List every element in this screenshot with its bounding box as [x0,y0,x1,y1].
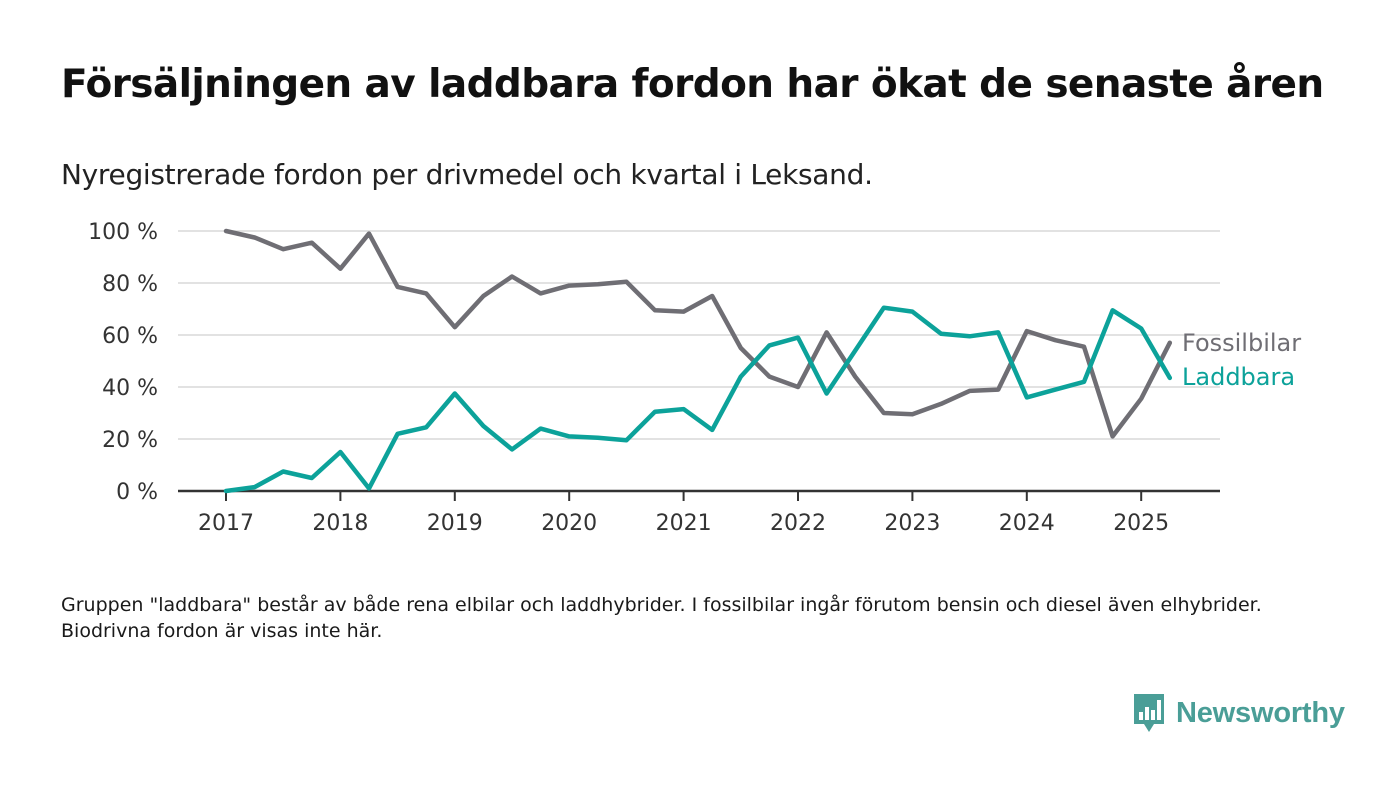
series-line-laddbara [223,305,1173,494]
series-labels: Fossilbilar Laddbara [1182,329,1301,391]
y-tick-label: 20 % [102,428,158,453]
y-tick-label: 80 % [102,272,158,297]
x-tick-label: 2025 [1113,511,1169,536]
y-axis-tick-labels: 0 % 20 % 40 % 60 % 80 % 100 % [88,220,158,505]
x-tick-label: 2022 [770,511,826,536]
chart-title: Försäljningen av laddbara fordon har öka… [61,62,1324,107]
series-line-fossilbilar [223,228,1173,439]
logo-text: Newsworthy [1176,696,1345,729]
series-lines [223,228,1173,494]
series-label-fossilbilar: Fossilbilar [1182,329,1301,357]
x-tick-label: 2017 [198,511,254,536]
x-tick-label: 2021 [656,511,712,536]
y-tick-label: 100 % [88,220,158,245]
newsworthy-logo-icon [1134,694,1164,732]
series-label-laddbara: Laddbara [1182,363,1295,391]
x-axis: 2017 2018 2019 2020 2021 2022 2023 2024 2025 [178,489,1220,536]
chart-subtitle: Nyregistrerade fordon per drivmedel och … [61,158,873,191]
x-tick-label: 2019 [427,511,483,536]
footnote: Gruppen "laddbara" består av både rena e… [61,594,1262,642]
x-tick-label: 2024 [999,511,1055,536]
x-tick-label: 2020 [541,511,597,536]
x-tick-label: 2018 [312,511,368,536]
newsworthy-logo[interactable]: Newsworthy [1132,692,1345,734]
x-tick-label: 2023 [884,511,940,536]
y-tick-label: 60 % [102,324,158,349]
y-tick-label: 40 % [102,376,158,401]
y-tick-label: 0 % [116,480,158,505]
